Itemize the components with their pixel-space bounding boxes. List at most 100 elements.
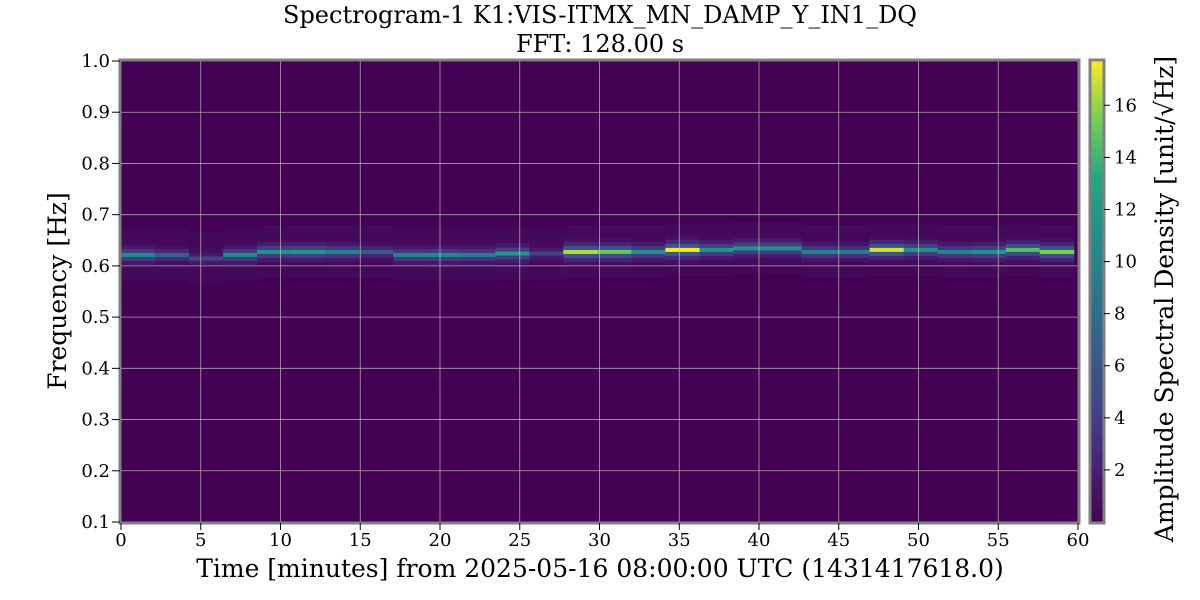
heatmap-cell <box>393 276 428 281</box>
heatmap-cell <box>461 248 496 254</box>
colorbar-step <box>1091 199 1103 204</box>
heatmap-cell <box>1039 233 1075 238</box>
heatmap-cell <box>121 232 156 238</box>
heatmap-cell <box>223 236 258 242</box>
heatmap-cell <box>359 245 394 250</box>
heatmap-cell <box>835 269 871 274</box>
heatmap-cell <box>359 265 394 270</box>
heatmap-cell <box>154 232 190 238</box>
heatmap-cell <box>971 253 1007 258</box>
heatmap-cell <box>767 253 803 259</box>
heatmap-cell <box>869 231 905 236</box>
heatmap-cell <box>665 255 700 260</box>
heatmap-cell <box>869 223 905 228</box>
colorbar-tick-label: 10 <box>1114 252 1137 273</box>
heatmap-cell <box>223 268 258 273</box>
heatmap-cell <box>189 272 224 277</box>
heatmap-cell <box>461 228 496 234</box>
heatmap-cell <box>597 237 632 242</box>
heatmap-cell <box>257 273 292 278</box>
heatmap-cell <box>733 233 769 239</box>
heatmap-cell <box>563 265 598 270</box>
colorbar-step <box>1091 80 1103 85</box>
heatmap-cell <box>461 252 496 258</box>
heatmap-cell <box>733 245 769 251</box>
heatmap-cell <box>461 276 496 281</box>
heatmap-cell <box>597 229 632 234</box>
colorbar-step <box>1091 518 1103 523</box>
heatmap-cell <box>903 247 939 252</box>
colorbar-tick-label: 16 <box>1114 95 1137 116</box>
heatmap-cell <box>563 249 598 254</box>
colorbar-step <box>1091 118 1103 124</box>
heatmap-cell <box>1005 239 1041 244</box>
heatmap-cell <box>835 237 871 242</box>
heatmap-cell <box>121 240 156 246</box>
heatmap-cell <box>869 247 905 252</box>
heatmap-cell <box>699 271 735 276</box>
heatmap-cell <box>223 228 258 234</box>
heatmap-cell <box>189 240 224 245</box>
heatmap-cell <box>597 225 632 230</box>
heatmap-cell <box>427 256 462 262</box>
heatmap-cell <box>1005 255 1041 260</box>
heatmap-cell <box>189 264 224 269</box>
heatmap-cell <box>189 232 224 237</box>
heatmap-cell <box>801 253 837 258</box>
colorbar-step <box>1091 210 1103 216</box>
heatmap-cell <box>767 249 803 255</box>
heatmap-cell <box>257 253 292 258</box>
heatmap-cell <box>665 251 700 256</box>
heatmap-cell <box>631 237 666 242</box>
colorbar-label-prefix: Amplitude Spectral Density [unit/ <box>1150 116 1179 543</box>
heatmap-cell <box>393 256 428 262</box>
heatmap-cell <box>393 244 428 250</box>
heatmap-cell <box>189 244 224 249</box>
heatmap-cell <box>1039 265 1075 270</box>
heatmap-cell <box>597 269 632 274</box>
heatmap-cell <box>733 253 769 259</box>
colorbar-step <box>1091 510 1103 515</box>
chart-subtitle: FFT: 128.00 s <box>516 30 684 58</box>
heatmap-cell <box>1005 247 1041 252</box>
heatmap-cell <box>869 259 905 264</box>
heatmap-cell <box>869 255 905 260</box>
colorbar-step <box>1091 410 1103 416</box>
colorbar-step <box>1091 61 1103 66</box>
heatmap-cell <box>767 257 803 263</box>
heatmap-cell <box>154 268 190 273</box>
heatmap-cell <box>699 255 735 260</box>
colorbar-tick-label: 6 <box>1114 356 1125 377</box>
heatmap-cell <box>427 232 462 238</box>
colorbar-step <box>1091 468 1103 473</box>
heatmap-cell <box>903 259 939 264</box>
colorbar-step <box>1091 180 1103 185</box>
heatmap-cell <box>461 244 496 250</box>
colorbar-step <box>1091 472 1103 477</box>
heatmap-cell <box>325 257 360 262</box>
heatmap-cell <box>189 276 224 281</box>
heatmap-cell <box>291 257 326 262</box>
colorbar-step <box>1091 91 1103 97</box>
heatmap-cell <box>733 257 769 263</box>
heatmap-cell <box>189 268 224 273</box>
heatmap-cell <box>665 227 700 232</box>
heatmap-cell <box>631 273 666 278</box>
heatmap-cell <box>665 223 700 228</box>
heatmap-cell <box>835 245 871 250</box>
heatmap-cell <box>154 264 190 270</box>
y-tick-label: 0.3 <box>81 410 110 431</box>
colorbar-step <box>1091 391 1103 396</box>
heatmap-cell <box>529 243 564 248</box>
heatmap-cell <box>154 272 190 277</box>
colorbar-step <box>1091 303 1103 308</box>
heatmap-cell <box>393 260 428 266</box>
heatmap-cell <box>801 241 837 246</box>
heatmap-cell <box>189 260 224 265</box>
heatmap-cell <box>971 225 1007 230</box>
y-tick-label: 0.1 <box>81 512 110 533</box>
colorbar-step <box>1091 502 1103 508</box>
heatmap-cell <box>223 248 258 254</box>
heatmap-cell <box>427 268 462 273</box>
heatmap-cell <box>1039 269 1075 274</box>
